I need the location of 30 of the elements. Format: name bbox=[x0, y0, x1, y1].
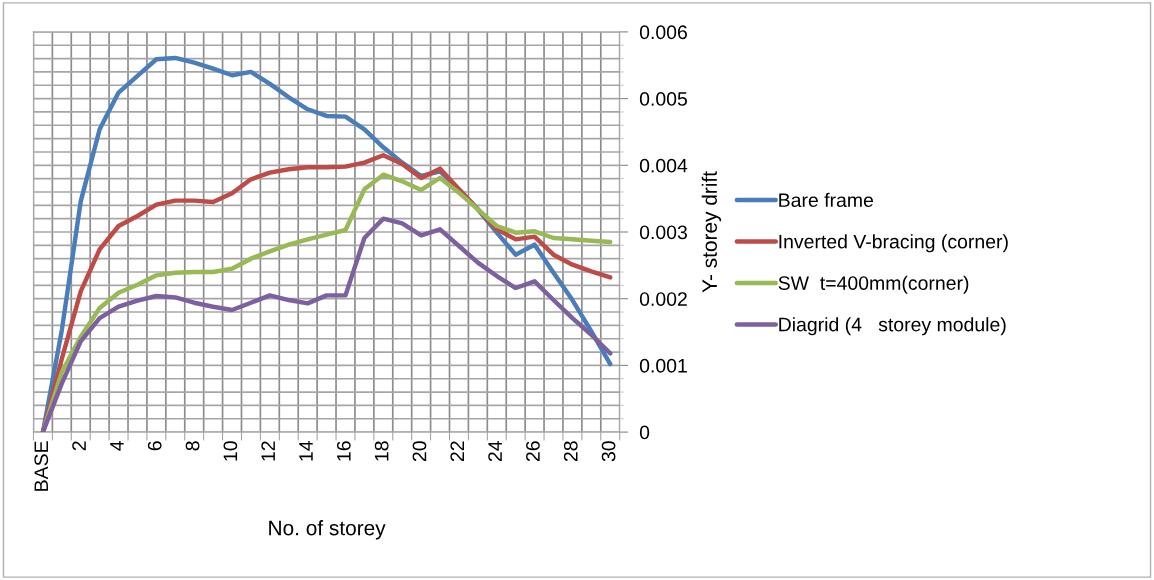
legend-label: Bare frame bbox=[779, 192, 873, 208]
x-tick-label: 14 bbox=[299, 441, 313, 461]
y-tick-label: 0.004 bbox=[639, 158, 688, 173]
x-tick-label: 24 bbox=[488, 441, 502, 462]
y-tick-label: 0.006 bbox=[639, 25, 687, 40]
line-series bbox=[40, 216, 613, 433]
x-tick-label: 28 bbox=[563, 441, 578, 462]
x-tick-label: BASE bbox=[34, 441, 49, 491]
y-tick-label: 0.002 bbox=[639, 292, 687, 306]
x-tick-label: 16 bbox=[336, 441, 351, 461]
y-tick-label: 0 bbox=[639, 425, 650, 440]
x-tick-label: 12 bbox=[261, 441, 275, 461]
x-tick-label: 20 bbox=[412, 441, 427, 462]
y-axis-title: Y- storey drift bbox=[701, 171, 722, 293]
x-tick-label: 26 bbox=[526, 441, 540, 462]
y-tick-label: 0.005 bbox=[639, 92, 687, 106]
legend-label: SW t=400mm(corner) bbox=[778, 275, 969, 294]
x-axis-title: No. of storey bbox=[269, 520, 386, 540]
x-tick-label: 10 bbox=[223, 441, 238, 461]
x-tick-label: 30 bbox=[601, 441, 616, 462]
legend-label: Inverted V-bracing (corner) bbox=[779, 234, 1008, 253]
x-tick-label: 8 bbox=[185, 441, 200, 451]
y-tick-label: 0.001 bbox=[639, 358, 687, 373]
x-tick-label: 2 bbox=[72, 441, 86, 451]
x-tick-label: 4 bbox=[110, 441, 124, 451]
x-tick-label: 6 bbox=[147, 441, 162, 451]
x-tick-label: 18 bbox=[374, 441, 389, 461]
y-tick-label: 0.003 bbox=[639, 225, 687, 240]
x-tick-label: 22 bbox=[450, 441, 464, 462]
legend-label: Diagrid (4 storey module) bbox=[779, 317, 1006, 336]
